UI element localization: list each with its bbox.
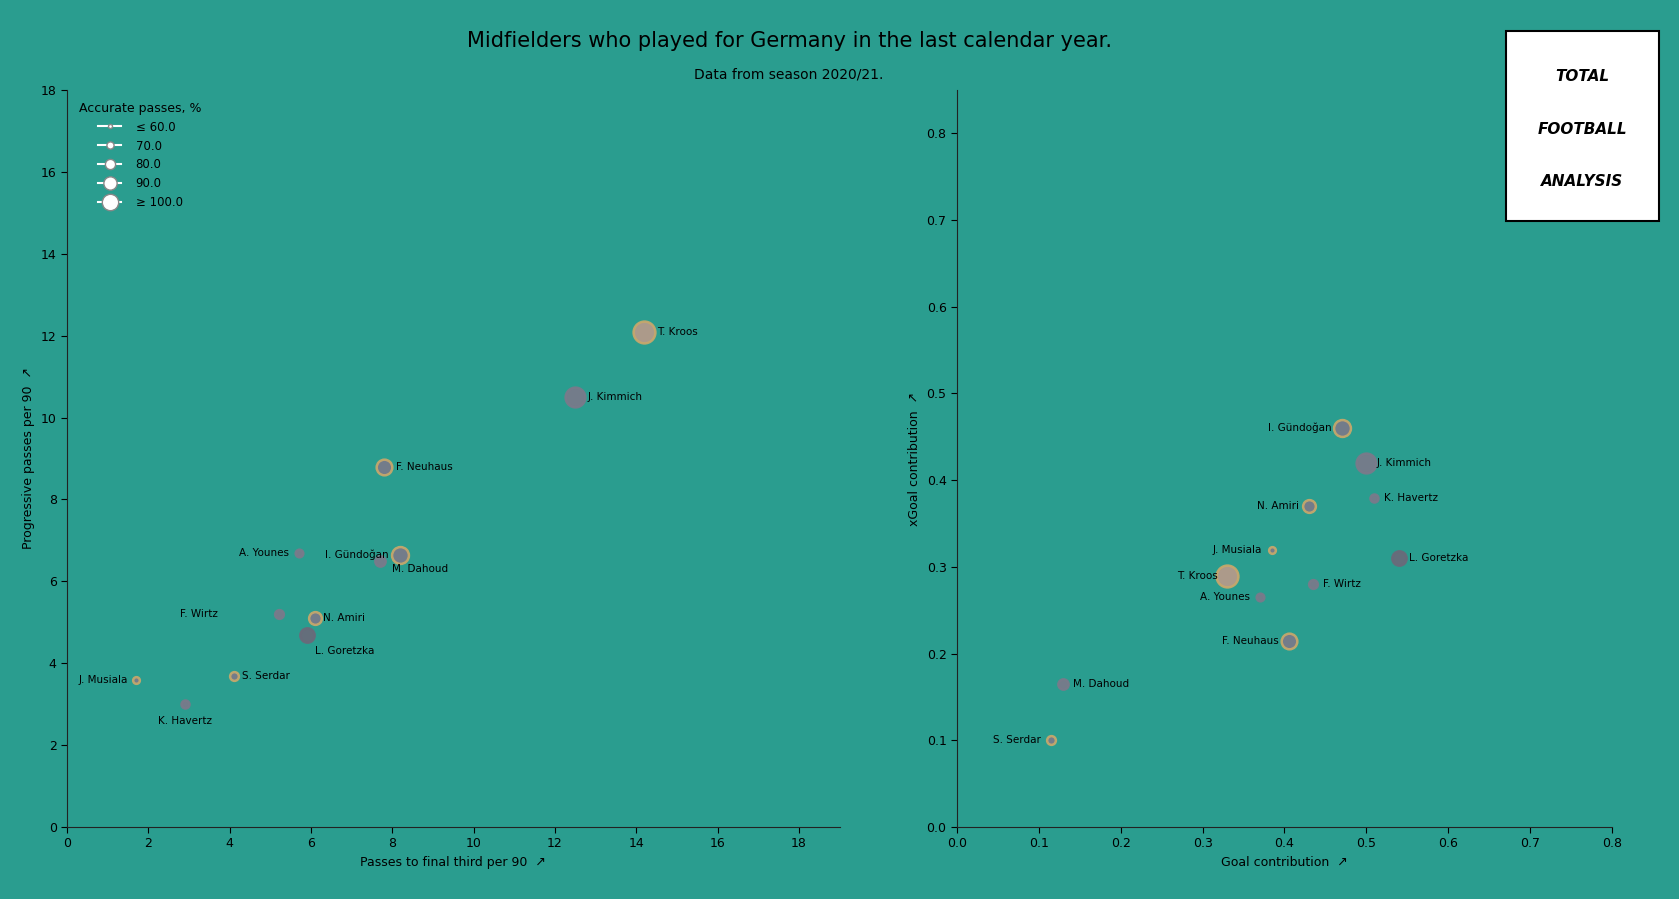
Text: J. Kimmich: J. Kimmich <box>588 392 643 402</box>
Point <box>562 390 589 405</box>
Text: L. Goretzka: L. Goretzka <box>316 646 374 656</box>
Text: T. Kroos: T. Kroos <box>1177 571 1217 581</box>
Legend: ≤ 60.0, 70.0, 80.0, 90.0, ≥ 100.0: ≤ 60.0, 70.0, 80.0, 90.0, ≥ 100.0 <box>74 96 208 215</box>
Text: J. Musiala: J. Musiala <box>1212 545 1263 555</box>
Text: FOOTBALL: FOOTBALL <box>1538 122 1627 138</box>
Point <box>1038 734 1064 748</box>
FancyBboxPatch shape <box>1506 31 1659 221</box>
Point <box>1214 568 1241 583</box>
Text: K. Havertz: K. Havertz <box>1383 493 1439 503</box>
Text: A. Younes: A. Younes <box>238 547 289 557</box>
Text: Data from season 2020/21.: Data from season 2020/21. <box>695 67 883 82</box>
Point <box>220 668 247 682</box>
X-axis label: Goal contribution  ↗: Goal contribution ↗ <box>1221 856 1348 869</box>
Point <box>1328 421 1355 435</box>
Text: N. Amiri: N. Amiri <box>1258 501 1300 512</box>
Point <box>1274 634 1301 648</box>
Text: I. Gündoğan: I. Gündoğan <box>1268 423 1331 433</box>
Point <box>285 546 312 560</box>
Point <box>371 459 398 474</box>
Text: A. Younes: A. Younes <box>1200 592 1251 602</box>
Point <box>171 697 198 711</box>
Text: S. Serdar: S. Serdar <box>242 671 290 681</box>
Point <box>1246 590 1273 604</box>
Point <box>302 611 329 626</box>
Text: TOTAL: TOTAL <box>1555 69 1610 84</box>
Point <box>1259 542 1286 556</box>
Y-axis label: Progressive passes per 90  ↗: Progressive passes per 90 ↗ <box>22 368 35 549</box>
Point <box>1296 499 1323 513</box>
Text: J. Musiala: J. Musiala <box>79 674 128 685</box>
Point <box>1049 677 1076 691</box>
Point <box>388 547 415 562</box>
Point <box>366 554 393 568</box>
Text: S. Serdar: S. Serdar <box>994 735 1041 745</box>
Text: L. Goretzka: L. Goretzka <box>1409 553 1467 564</box>
Text: Midfielders who played for Germany in the last calendar year.: Midfielders who played for Germany in th… <box>467 31 1111 51</box>
Text: M. Dahoud: M. Dahoud <box>1073 679 1130 689</box>
Text: I. Gündoğan: I. Gündoğan <box>324 549 388 560</box>
X-axis label: Passes to final third per 90  ↗: Passes to final third per 90 ↗ <box>361 856 546 869</box>
Point <box>294 628 321 642</box>
Point <box>1300 577 1326 592</box>
Text: N. Amiri: N. Amiri <box>324 613 366 623</box>
Point <box>631 325 658 339</box>
Point <box>265 607 292 621</box>
Point <box>123 672 149 687</box>
Point <box>1353 456 1380 470</box>
Text: J. Kimmich: J. Kimmich <box>1377 458 1431 467</box>
Text: F. Neuhaus: F. Neuhaus <box>1222 636 1279 645</box>
Text: F. Wirtz: F. Wirtz <box>180 610 218 619</box>
Text: T. Kroos: T. Kroos <box>656 326 697 336</box>
Point <box>1385 551 1412 565</box>
Text: ANALYSIS: ANALYSIS <box>1541 174 1624 189</box>
Text: M. Dahoud: M. Dahoud <box>393 564 448 574</box>
Y-axis label: xGoal contribution  ↗: xGoal contribution ↗ <box>908 391 922 526</box>
Point <box>1362 490 1389 504</box>
Text: F. Neuhaus: F. Neuhaus <box>396 462 453 472</box>
Text: K. Havertz: K. Havertz <box>158 716 212 725</box>
Text: F. Wirtz: F. Wirtz <box>1323 579 1360 589</box>
